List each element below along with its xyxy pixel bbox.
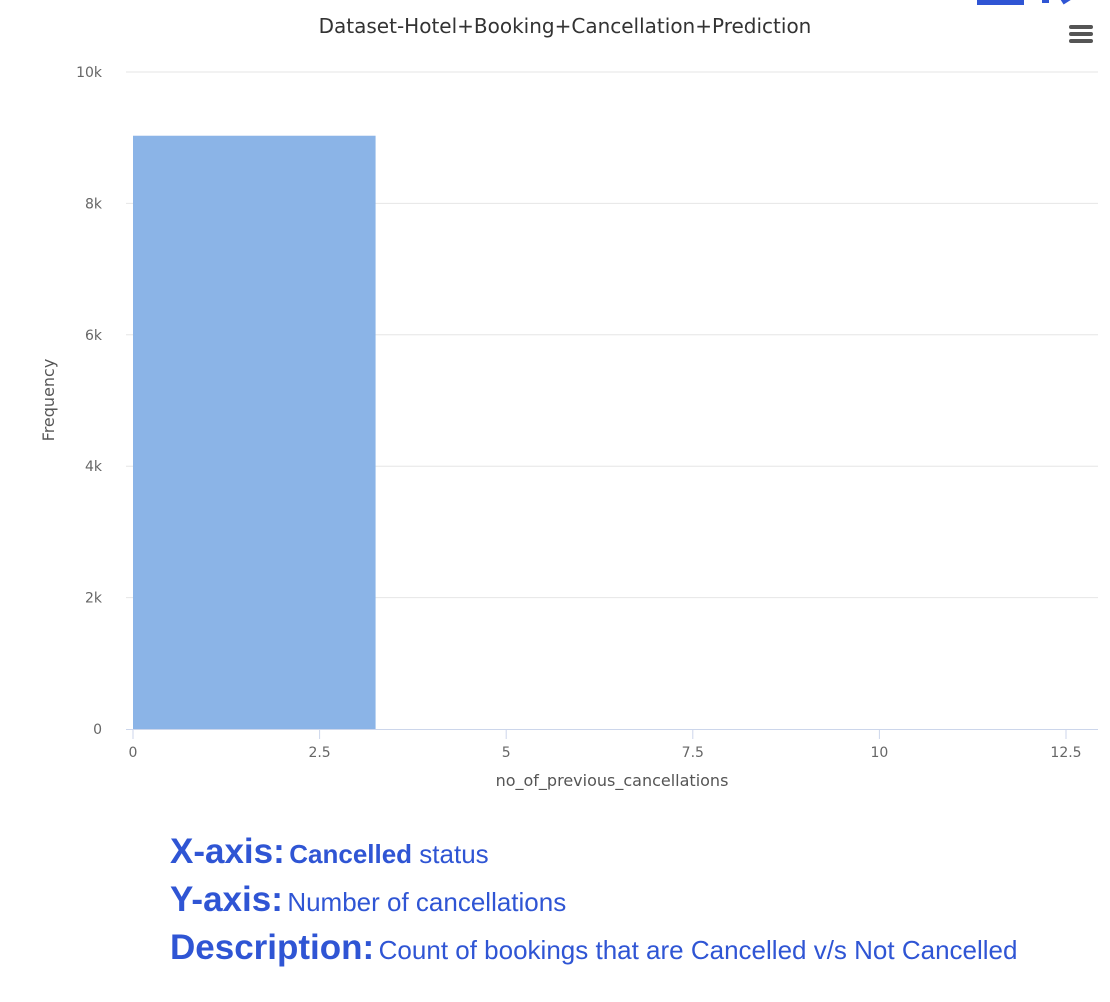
x-tick-label: 2.5	[308, 745, 330, 761]
bars	[133, 135, 376, 729]
y-tick-label: 10k	[76, 65, 103, 81]
x-tick-label: 12.5	[1050, 745, 1081, 761]
x-axis-note-text: status	[412, 839, 489, 869]
x-axis-note: X-axis: Cancelled status	[170, 828, 1100, 876]
y-tick-label: 6k	[85, 328, 103, 344]
x-axis-note-key: X-axis:	[170, 832, 285, 871]
y-tick-labels: 0 2k 4k 6k 8k 10k	[76, 65, 103, 738]
histogram-bar[interactable]	[133, 135, 376, 729]
x-tick-labels: 0 2.5 5 7.5 10 12.5	[129, 729, 1082, 761]
x-tick-label: 10	[870, 745, 888, 761]
y-tick-label: 4k	[85, 459, 103, 475]
x-tick-label: 5	[502, 745, 511, 761]
y-tick-label: 0	[93, 722, 102, 738]
description-note-key: Description:	[170, 928, 375, 967]
histogram-chart: Dataset-Hotel+Booking+Cancellation+Predi…	[39, 14, 1098, 791]
x-axis-title: no_of_previous_cancellations	[496, 771, 729, 791]
y-axis-title: Frequency	[39, 359, 58, 442]
description-note-text: Count of bookings that are Cancelled v/s…	[378, 935, 1018, 965]
x-axis-note-strong: Cancelled	[289, 839, 413, 869]
description-note: Description: Count of bookings that are …	[170, 924, 1100, 972]
y-axis-note-text: Number of cancellations	[287, 887, 567, 917]
x-tick-label: 0	[129, 745, 138, 761]
y-axis-note: Y-axis: Number of cancellations	[170, 876, 1100, 924]
x-tick-label: 7.5	[682, 745, 704, 761]
y-axis-note-key: Y-axis:	[170, 880, 283, 919]
chart-menu-icon[interactable]	[1066, 22, 1096, 48]
chart-notes: X-axis: Cancelled status Y-axis: Number …	[170, 828, 1100, 972]
y-tick-label: 8k	[85, 196, 103, 212]
chart-title: Dataset-Hotel+Booking+Cancellation+Predi…	[319, 14, 812, 38]
logo-fragment	[977, 0, 1071, 5]
y-tick-label: 2k	[85, 591, 103, 607]
